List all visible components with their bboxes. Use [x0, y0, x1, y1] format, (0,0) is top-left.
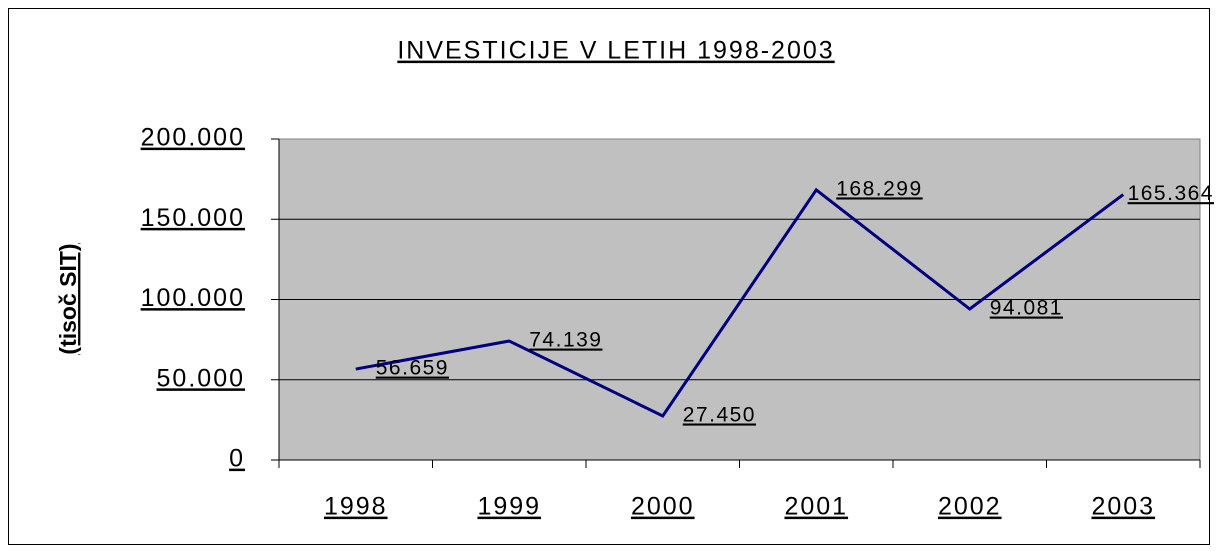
x-tick-label: 1999	[477, 493, 541, 521]
x-tick-label: 2000	[631, 493, 695, 521]
y-tick-label: 0	[229, 445, 245, 473]
y-tick-label: 100.000	[141, 284, 245, 312]
y-tick-label: 50.000	[157, 364, 245, 392]
data-label: 74.139	[529, 329, 602, 352]
y-tick-label: 150.000	[141, 204, 245, 232]
x-tick-label: 2002	[938, 493, 1002, 521]
y-tick-label: 200.000	[141, 124, 245, 152]
y-axis-label: (tisoč SIT)	[55, 243, 81, 354]
data-label: 27.450	[683, 403, 756, 426]
data-line	[355, 187, 1125, 418]
data-label: 94.081	[990, 297, 1063, 320]
x-tick-label: 2001	[784, 493, 848, 521]
x-tick-label: 1998	[324, 493, 388, 521]
data-label: 168.299	[836, 177, 922, 200]
x-tick-label: 2003	[1091, 493, 1155, 521]
chart-title: INVESTICIJE V LETIH 1998-2003	[397, 37, 834, 65]
data-label: 56.659	[376, 357, 449, 380]
data-label: 165.364	[1128, 182, 1214, 205]
